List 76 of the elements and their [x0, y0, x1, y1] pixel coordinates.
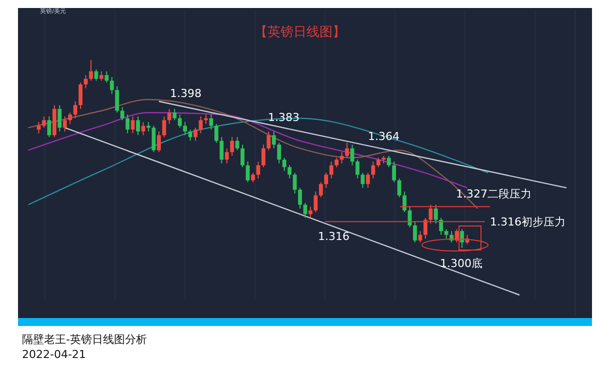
- candlestick: [156, 130, 161, 153]
- candlestick: [413, 221, 417, 243]
- annotation: 1.316: [318, 230, 350, 243]
- candlestick: [136, 116, 140, 136]
- annotation: 1.398: [170, 87, 202, 100]
- candlestick: [261, 144, 266, 168]
- candlestick: [298, 187, 302, 210]
- candlestick: [198, 116, 203, 134]
- candlestick: [240, 144, 244, 168]
- candlestick: [444, 228, 448, 240]
- candlestick: [110, 76, 114, 94]
- candlestick: [324, 172, 328, 188]
- chart-title: 【英镑日线图】: [254, 25, 346, 40]
- candlestick: [220, 136, 224, 164]
- candlestick: [42, 116, 46, 128]
- candlestick: [376, 157, 380, 168]
- candlestick: [308, 206, 312, 218]
- candlestick: [282, 157, 286, 172]
- candlestick: [314, 191, 318, 213]
- candlestick: [68, 112, 72, 124]
- candlestick: [167, 108, 172, 124]
- candlestick: [120, 106, 124, 121]
- candlestick: [224, 148, 229, 164]
- candlestick: [288, 164, 292, 179]
- candlestick: [386, 155, 391, 168]
- candlestick: [402, 191, 406, 213]
- candlestick: [428, 204, 433, 224]
- candlestick: [392, 161, 396, 183]
- candlestick: [272, 130, 276, 149]
- candlestick: [329, 161, 334, 179]
- candlestick: [104, 70, 109, 84]
- candlestick: [266, 130, 271, 151]
- candlestick: [439, 217, 444, 236]
- candlestick: [366, 172, 370, 188]
- annotation: 1.364: [368, 130, 400, 143]
- candlestick: [360, 172, 365, 188]
- candlestick: [340, 152, 344, 164]
- annotation: 1.383: [268, 111, 300, 124]
- candlestick: [356, 159, 360, 179]
- candlestick: [130, 116, 135, 134]
- candlestick: [460, 228, 464, 248]
- candlestick: [126, 114, 130, 134]
- candlestick: [172, 108, 177, 121]
- candlestick: [256, 161, 260, 179]
- candlestick: [209, 114, 214, 130]
- candlestick: [89, 60, 93, 82]
- candlestick: [115, 86, 120, 114]
- candlestick: [423, 217, 428, 240]
- candlestick: [152, 125, 156, 153]
- candlestick: [78, 82, 82, 110]
- candlestick: [434, 204, 438, 224]
- candlestick: [47, 116, 52, 138]
- ref-line-label: 1.327二段压力: [456, 188, 532, 201]
- candlestick: [183, 122, 187, 136]
- text: 1.300底: [440, 257, 482, 270]
- candlestick: [371, 161, 376, 179]
- text: 2022-04-21: [22, 348, 86, 361]
- candlestick: [418, 230, 422, 243]
- text: 隔壁老王-英镑日线图分析: [22, 333, 147, 346]
- candlestick: [62, 116, 67, 132]
- candlestick: [58, 104, 62, 132]
- ref-line-label: 1.316初步压力: [490, 216, 566, 229]
- candlestick: [277, 142, 282, 164]
- candlestick: [214, 123, 218, 144]
- candlestick: [235, 136, 240, 151]
- candlestick: [94, 68, 98, 82]
- candlestick: [73, 100, 78, 119]
- candlestick: [230, 136, 234, 156]
- candlestick: [162, 116, 166, 138]
- candlestick: [345, 142, 349, 158]
- candlestick: [251, 172, 255, 183]
- candlestick: [334, 157, 339, 168]
- candlestick: [318, 182, 323, 198]
- candlestick: [99, 70, 104, 82]
- candlestick: [194, 127, 198, 142]
- candlestick: [178, 114, 182, 128]
